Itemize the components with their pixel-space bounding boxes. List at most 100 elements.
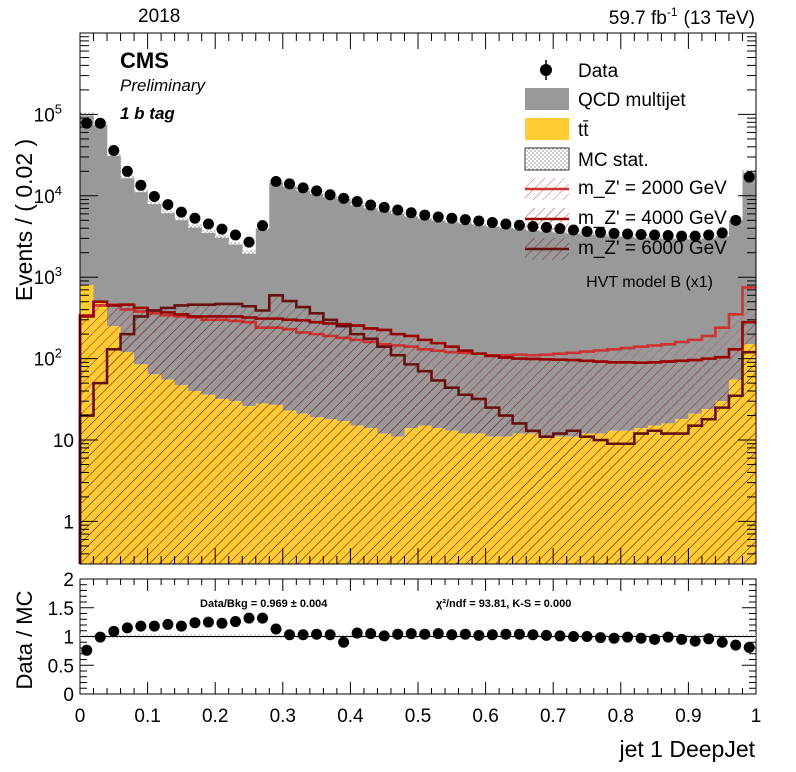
ratio-point xyxy=(703,633,715,645)
x-tick-label: 0.6 xyxy=(472,706,498,727)
data-point xyxy=(500,218,512,230)
data-point xyxy=(581,225,593,237)
ratio-point xyxy=(446,629,458,641)
ratio-point xyxy=(486,629,498,641)
data-point xyxy=(324,189,336,201)
data-point xyxy=(175,206,187,218)
data-point xyxy=(459,214,471,226)
ratio-point xyxy=(500,628,512,640)
qcd-bar xyxy=(107,154,121,327)
data-point xyxy=(270,175,282,187)
category-label: 1 b tag xyxy=(120,104,175,123)
legend-ttbar-label: tt̄ xyxy=(578,120,589,141)
x-tick-label: 0.5 xyxy=(405,706,431,727)
data-point xyxy=(257,220,269,232)
data-point xyxy=(595,226,607,238)
ratio-point xyxy=(351,627,363,639)
ratio-point xyxy=(284,629,296,641)
ratio-point xyxy=(108,625,120,637)
data-point xyxy=(446,212,458,224)
ratio-point xyxy=(148,620,160,632)
data-point xyxy=(378,201,390,213)
ratio-point xyxy=(730,639,742,651)
legend-mcstat-label: MC stat. xyxy=(578,150,649,171)
mc-stat-band xyxy=(174,217,189,221)
ratio-point xyxy=(649,633,661,645)
mc-stat-band xyxy=(242,250,256,254)
data-point xyxy=(135,179,147,191)
data-point xyxy=(608,227,620,239)
main-axes: 1 10 102 103 104 105 xyxy=(34,32,757,565)
ratio-point xyxy=(662,631,674,643)
ratio-points xyxy=(81,612,755,656)
data-point xyxy=(94,117,106,129)
legend-qcd-swatch xyxy=(525,88,569,110)
data-point xyxy=(108,145,120,157)
ratio-point xyxy=(527,629,539,641)
legend-ttbar-swatch xyxy=(525,118,569,140)
data-point xyxy=(189,212,201,224)
mc-stat-band xyxy=(215,234,229,238)
ratio-point xyxy=(243,612,255,624)
data-point xyxy=(513,219,525,231)
ratio-point xyxy=(595,632,607,644)
x-tick-label: 0.7 xyxy=(540,706,566,727)
y-tick-label: 1 xyxy=(63,512,74,533)
data-point xyxy=(689,230,701,242)
ratio-point xyxy=(94,631,106,643)
ratio-point xyxy=(121,622,133,634)
mc-stat-band xyxy=(161,210,175,214)
data-point xyxy=(351,196,363,208)
ratio-point xyxy=(311,628,323,640)
ratio-point xyxy=(324,629,336,641)
ratio-chi2-text: χ²/ndf = 93.81, K-S = 0.000 xyxy=(436,598,571,610)
legend-sig2000-label: m_Z' = 2000 GeV xyxy=(578,178,727,199)
ratio-point xyxy=(162,618,174,630)
x-tick-label: 0.3 xyxy=(270,706,296,727)
data-point xyxy=(567,224,579,236)
ratio-data-bkg-text: Data/Bkg = 0.969 ± 0.004 xyxy=(200,598,328,610)
ratio-point xyxy=(473,629,485,641)
mc-stat-band xyxy=(188,224,202,228)
ratio-panel: 0 0.5 1 1.5 2 0 0.1 0.2 0.3 0.4 0.5 0.6 0.7 0.8 0.9 1 D… xyxy=(12,570,761,762)
ratio-y-tick-label: 2 xyxy=(63,570,74,591)
ratio-point xyxy=(419,628,431,640)
ratio-point xyxy=(689,635,701,647)
y-tick-label: 103 xyxy=(34,264,62,289)
data-point xyxy=(148,191,160,203)
ratio-point xyxy=(581,631,593,642)
data-point xyxy=(365,199,377,211)
x-tick-label: 0.9 xyxy=(675,706,701,727)
ratio-point xyxy=(513,628,525,640)
ratio-point xyxy=(135,620,147,632)
data-point xyxy=(311,185,323,197)
data-point xyxy=(716,227,728,239)
y-tick-label: 102 xyxy=(34,346,62,371)
data-point xyxy=(676,230,688,242)
data-point xyxy=(419,209,431,221)
ratio-point xyxy=(635,632,647,644)
ratio-point xyxy=(378,630,390,642)
ratio-point xyxy=(257,612,269,624)
data-point xyxy=(473,215,485,227)
data-point xyxy=(730,214,742,226)
x-tick-label: 1 xyxy=(751,706,762,727)
data-point xyxy=(338,192,350,204)
ratio-point xyxy=(175,620,187,632)
ratio-y-tick-label: 0 xyxy=(63,685,74,706)
ratio-point xyxy=(554,630,566,642)
ratio-point xyxy=(270,623,282,635)
main-panel: 1 10 102 103 104 105 Events / ( 0.02 ) CMS Pr… xyxy=(11,32,757,565)
ratio-point xyxy=(229,616,241,628)
cms-label: CMS xyxy=(120,48,169,73)
ratio-point xyxy=(189,617,201,629)
y-tick-label: 104 xyxy=(34,183,62,208)
data-point xyxy=(243,236,255,248)
data-point xyxy=(432,211,444,223)
mc-stat-band xyxy=(147,201,162,205)
legend: Data QCD multijet tt̄ MC stat. m_Z' = 20… xyxy=(524,60,727,260)
legend-mcstat-swatch xyxy=(524,147,570,171)
ratio-point xyxy=(743,641,755,653)
year-label: 2018 xyxy=(138,6,180,27)
